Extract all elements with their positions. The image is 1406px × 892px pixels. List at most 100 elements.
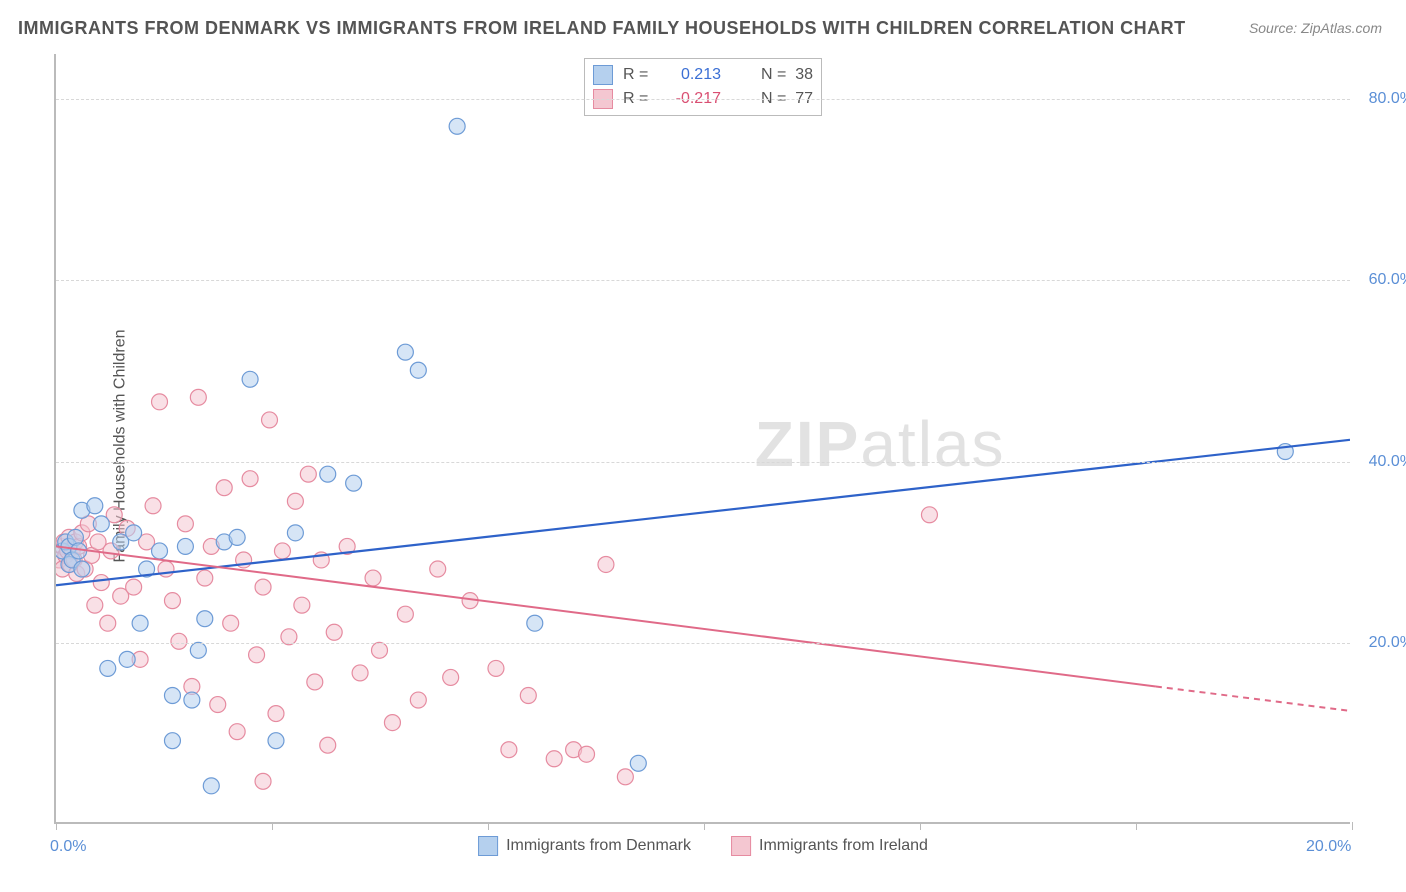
data-point bbox=[268, 733, 284, 749]
data-point bbox=[69, 566, 85, 582]
data-point bbox=[58, 534, 74, 550]
x-tick-label: 0.0% bbox=[50, 838, 86, 856]
data-point bbox=[203, 778, 219, 794]
data-point bbox=[93, 575, 109, 591]
swatch-denmark bbox=[478, 836, 498, 856]
data-point bbox=[90, 534, 106, 550]
data-point bbox=[74, 502, 90, 518]
gridline-h bbox=[56, 462, 1350, 463]
data-point bbox=[190, 642, 206, 658]
data-point bbox=[579, 746, 595, 762]
data-point bbox=[397, 344, 413, 360]
data-point bbox=[501, 742, 517, 758]
plot-area: ZIPatlas R = 0.213 N = 38 R = -0.217 N =… bbox=[54, 54, 1350, 824]
data-point bbox=[430, 561, 446, 577]
data-point bbox=[210, 697, 226, 713]
data-point bbox=[339, 538, 355, 554]
data-point bbox=[56, 543, 70, 559]
data-point bbox=[60, 543, 76, 559]
data-point bbox=[139, 561, 155, 577]
data-point bbox=[520, 688, 536, 704]
data-point bbox=[921, 507, 937, 523]
data-point bbox=[326, 624, 342, 640]
r-value-denmark: 0.213 bbox=[661, 66, 721, 84]
data-point bbox=[287, 525, 303, 541]
data-point bbox=[100, 615, 116, 631]
data-point bbox=[236, 552, 252, 568]
data-point bbox=[372, 642, 388, 658]
data-point bbox=[307, 674, 323, 690]
data-point bbox=[274, 543, 290, 559]
data-point bbox=[158, 561, 174, 577]
data-point bbox=[64, 543, 80, 559]
data-point bbox=[164, 733, 180, 749]
data-point bbox=[617, 769, 633, 785]
data-point bbox=[229, 529, 245, 545]
data-point bbox=[287, 493, 303, 509]
data-point bbox=[197, 570, 213, 586]
data-point bbox=[262, 412, 278, 428]
data-point bbox=[177, 516, 193, 532]
data-point bbox=[119, 651, 135, 667]
data-point bbox=[126, 525, 142, 541]
chart-title: IMMIGRANTS FROM DENMARK VS IMMIGRANTS FR… bbox=[18, 18, 1186, 39]
data-point bbox=[77, 561, 93, 577]
data-point bbox=[255, 773, 271, 789]
swatch-denmark bbox=[593, 65, 613, 85]
y-tick-label: 20.0% bbox=[1369, 634, 1406, 652]
data-point bbox=[132, 615, 148, 631]
data-point bbox=[64, 552, 80, 568]
y-tick-label: 40.0% bbox=[1369, 453, 1406, 471]
data-point bbox=[58, 547, 74, 563]
data-point bbox=[242, 471, 258, 487]
data-point bbox=[197, 611, 213, 627]
data-point bbox=[152, 394, 168, 410]
y-tick-label: 60.0% bbox=[1369, 271, 1406, 289]
series-legend: Immigrants from Denmark Immigrants from … bbox=[478, 836, 928, 856]
stats-legend: R = 0.213 N = 38 R = -0.217 N = 77 bbox=[584, 58, 822, 116]
data-point bbox=[103, 543, 119, 559]
data-point bbox=[268, 706, 284, 722]
n-value-denmark: N = 38 bbox=[731, 66, 813, 84]
legend-label-ireland: Immigrants from Ireland bbox=[759, 837, 928, 855]
trend-line bbox=[56, 546, 1156, 686]
x-tick bbox=[56, 822, 57, 830]
data-point bbox=[164, 688, 180, 704]
data-point bbox=[152, 543, 168, 559]
data-point bbox=[74, 525, 90, 541]
x-tick-label: 20.0% bbox=[1306, 838, 1351, 856]
data-point bbox=[546, 751, 562, 767]
data-point bbox=[119, 520, 135, 536]
data-point bbox=[249, 647, 265, 663]
gridline-h bbox=[56, 280, 1350, 281]
data-point bbox=[527, 615, 543, 631]
data-point bbox=[106, 507, 122, 523]
x-tick bbox=[704, 822, 705, 830]
data-point bbox=[384, 715, 400, 731]
x-tick bbox=[272, 822, 273, 830]
data-point bbox=[216, 480, 232, 496]
data-point bbox=[410, 692, 426, 708]
data-point bbox=[346, 475, 362, 491]
data-point bbox=[630, 755, 646, 771]
watermark: ZIPatlas bbox=[755, 407, 1006, 481]
data-point bbox=[139, 534, 155, 550]
data-point bbox=[61, 538, 77, 554]
data-point bbox=[145, 498, 161, 514]
data-point bbox=[449, 118, 465, 134]
data-point bbox=[84, 547, 100, 563]
data-point bbox=[462, 593, 478, 609]
trend-line-extrapolated bbox=[1156, 686, 1350, 710]
data-point bbox=[190, 389, 206, 405]
data-point bbox=[320, 737, 336, 753]
data-point bbox=[184, 692, 200, 708]
data-point bbox=[113, 588, 129, 604]
data-point bbox=[300, 466, 316, 482]
data-point bbox=[294, 597, 310, 613]
data-point bbox=[410, 362, 426, 378]
stats-row-denmark: R = 0.213 N = 38 bbox=[593, 63, 813, 87]
data-point bbox=[93, 516, 109, 532]
data-point bbox=[598, 557, 614, 573]
data-point bbox=[56, 552, 67, 568]
y-tick-label: 80.0% bbox=[1369, 90, 1406, 108]
